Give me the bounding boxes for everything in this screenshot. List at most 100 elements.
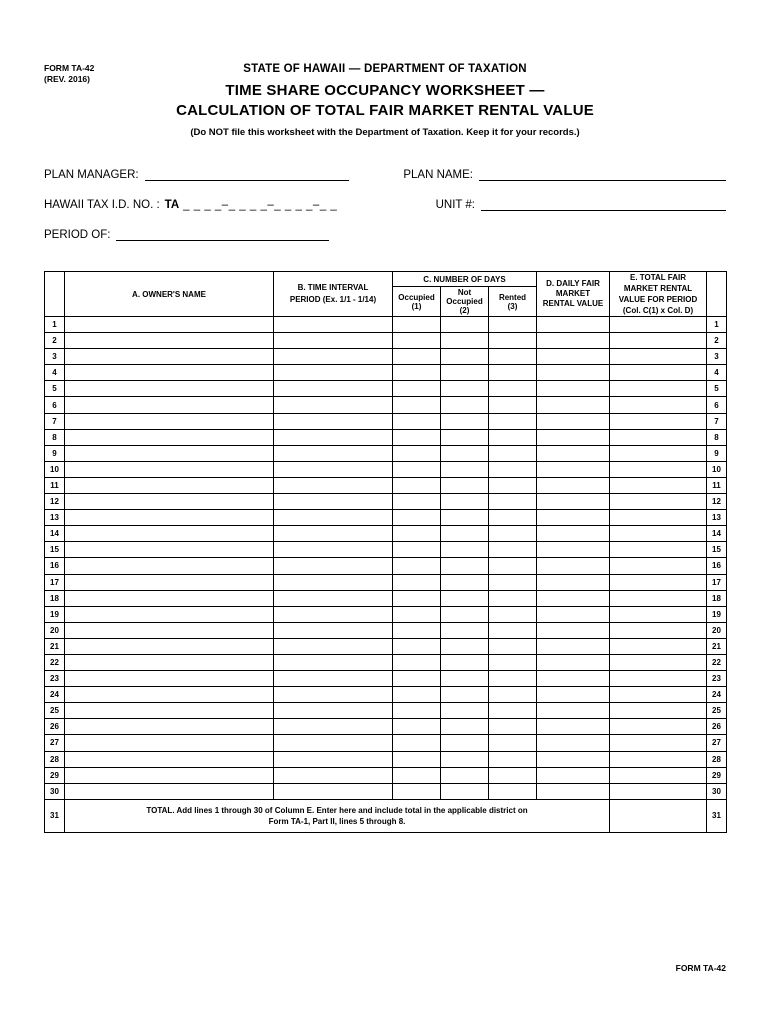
cell-time-interval[interactable] xyxy=(273,493,393,511)
cell-daily-rental-value[interactable] xyxy=(536,621,610,639)
cell-owner-name[interactable] xyxy=(64,766,274,784)
cell-owner-name[interactable] xyxy=(64,348,274,366)
cell-days-not-occupied[interactable] xyxy=(440,444,489,462)
cell-total-rental-value[interactable] xyxy=(609,557,707,575)
cell-days-not-occupied[interactable] xyxy=(440,315,489,334)
cell-daily-rental-value[interactable] xyxy=(536,718,610,736)
cell-owner-name[interactable] xyxy=(64,396,274,414)
cell-days-not-occupied[interactable] xyxy=(440,782,489,800)
cell-time-interval[interactable] xyxy=(273,444,393,462)
cell-time-interval[interactable] xyxy=(273,315,393,334)
cell-days-not-occupied[interactable] xyxy=(440,750,489,768)
cell-days-rented[interactable] xyxy=(488,428,537,446)
cell-days-rented[interactable] xyxy=(488,782,537,800)
cell-days-occupied[interactable] xyxy=(392,315,441,334)
cell-days-occupied[interactable] xyxy=(392,476,441,495)
cell-time-interval[interactable] xyxy=(273,573,393,591)
cell-days-occupied[interactable] xyxy=(392,557,441,575)
cell-days-rented[interactable] xyxy=(488,460,537,478)
cell-daily-rental-value[interactable] xyxy=(536,670,610,688)
unit-field[interactable]: UNIT #: xyxy=(436,198,726,211)
cell-total-rental-value[interactable] xyxy=(609,396,707,414)
cell-daily-rental-value[interactable] xyxy=(536,605,610,623)
cell-daily-rental-value[interactable] xyxy=(536,637,610,655)
cell-owner-name[interactable] xyxy=(64,557,274,575)
cell-owner-name[interactable] xyxy=(64,493,274,511)
cell-owner-name[interactable] xyxy=(64,380,274,398)
cell-owner-name[interactable] xyxy=(64,573,274,591)
cell-days-rented[interactable] xyxy=(488,444,537,462)
cell-time-interval[interactable] xyxy=(273,364,393,382)
cell-total-rental-value[interactable] xyxy=(609,782,707,800)
cell-time-interval[interactable] xyxy=(273,428,393,446)
cell-daily-rental-value[interactable] xyxy=(536,476,610,495)
cell-total-rental-value[interactable] xyxy=(609,380,707,398)
cell-time-interval[interactable] xyxy=(273,686,393,704)
cell-time-interval[interactable] xyxy=(273,766,393,784)
cell-days-occupied[interactable] xyxy=(392,541,441,559)
cell-time-interval[interactable] xyxy=(273,782,393,800)
cell-owner-name[interactable] xyxy=(64,444,274,462)
cell-days-not-occupied[interactable] xyxy=(440,766,489,784)
unit-input[interactable] xyxy=(481,198,726,211)
cell-time-interval[interactable] xyxy=(273,509,393,527)
cell-days-occupied[interactable] xyxy=(392,525,441,543)
cell-time-interval[interactable] xyxy=(273,460,393,478)
cell-owner-name[interactable] xyxy=(64,702,274,720)
cell-daily-rental-value[interactable] xyxy=(536,364,610,382)
cell-time-interval[interactable] xyxy=(273,525,393,543)
cell-owner-name[interactable] xyxy=(64,605,274,623)
cell-days-not-occupied[interactable] xyxy=(440,380,489,398)
plan-manager-field[interactable]: PLAN MANAGER: xyxy=(44,168,403,181)
cell-days-not-occupied[interactable] xyxy=(440,653,489,672)
cell-total-rental-value[interactable] xyxy=(609,509,707,527)
cell-days-rented[interactable] xyxy=(488,557,537,575)
cell-days-not-occupied[interactable] xyxy=(440,348,489,366)
cell-days-rented[interactable] xyxy=(488,702,537,720)
cell-total-rental-value[interactable] xyxy=(609,412,707,430)
cell-daily-rental-value[interactable] xyxy=(536,396,610,414)
cell-owner-name[interactable] xyxy=(64,460,274,478)
cell-time-interval[interactable] xyxy=(273,348,393,366)
cell-days-rented[interactable] xyxy=(488,605,537,623)
cell-daily-rental-value[interactable] xyxy=(536,702,610,720)
cell-days-occupied[interactable] xyxy=(392,444,441,462)
cell-total-rental-value[interactable] xyxy=(609,364,707,382)
cell-owner-name[interactable] xyxy=(64,476,274,495)
cell-owner-name[interactable] xyxy=(64,428,274,446)
cell-days-not-occupied[interactable] xyxy=(440,476,489,495)
cell-time-interval[interactable] xyxy=(273,718,393,736)
cell-days-rented[interactable] xyxy=(488,315,537,334)
cell-owner-name[interactable] xyxy=(64,332,274,350)
cell-owner-name[interactable] xyxy=(64,589,274,607)
cell-time-interval[interactable] xyxy=(273,702,393,720)
cell-days-occupied[interactable] xyxy=(392,782,441,800)
cell-days-rented[interactable] xyxy=(488,412,537,430)
cell-total-rental-value[interactable] xyxy=(609,348,707,366)
cell-owner-name[interactable] xyxy=(64,653,274,672)
cell-days-not-occupied[interactable] xyxy=(440,589,489,607)
total-value-input[interactable] xyxy=(609,798,707,833)
cell-days-rented[interactable] xyxy=(488,621,537,639)
cell-total-rental-value[interactable] xyxy=(609,734,707,752)
cell-daily-rental-value[interactable] xyxy=(536,509,610,527)
cell-days-rented[interactable] xyxy=(488,332,537,350)
cell-days-rented[interactable] xyxy=(488,686,537,704)
cell-days-not-occupied[interactable] xyxy=(440,332,489,350)
cell-daily-rental-value[interactable] xyxy=(536,750,610,768)
cell-daily-rental-value[interactable] xyxy=(536,653,610,672)
cell-time-interval[interactable] xyxy=(273,412,393,430)
cell-days-not-occupied[interactable] xyxy=(440,605,489,623)
tax-id-field[interactable]: HAWAII TAX I.D. NO. : TA _ _ _ _–_ _ _ _… xyxy=(44,199,436,211)
cell-days-occupied[interactable] xyxy=(392,589,441,607)
cell-days-not-occupied[interactable] xyxy=(440,557,489,575)
tax-id-input[interactable]: _ _ _ _–_ _ _ _–_ _ _ _–_ _ xyxy=(183,199,338,211)
cell-total-rental-value[interactable] xyxy=(609,686,707,704)
cell-days-not-occupied[interactable] xyxy=(440,734,489,752)
cell-total-rental-value[interactable] xyxy=(609,315,707,334)
cell-total-rental-value[interactable] xyxy=(609,332,707,350)
cell-days-occupied[interactable] xyxy=(392,493,441,511)
cell-total-rental-value[interactable] xyxy=(609,589,707,607)
cell-daily-rental-value[interactable] xyxy=(536,766,610,784)
cell-time-interval[interactable] xyxy=(273,637,393,655)
